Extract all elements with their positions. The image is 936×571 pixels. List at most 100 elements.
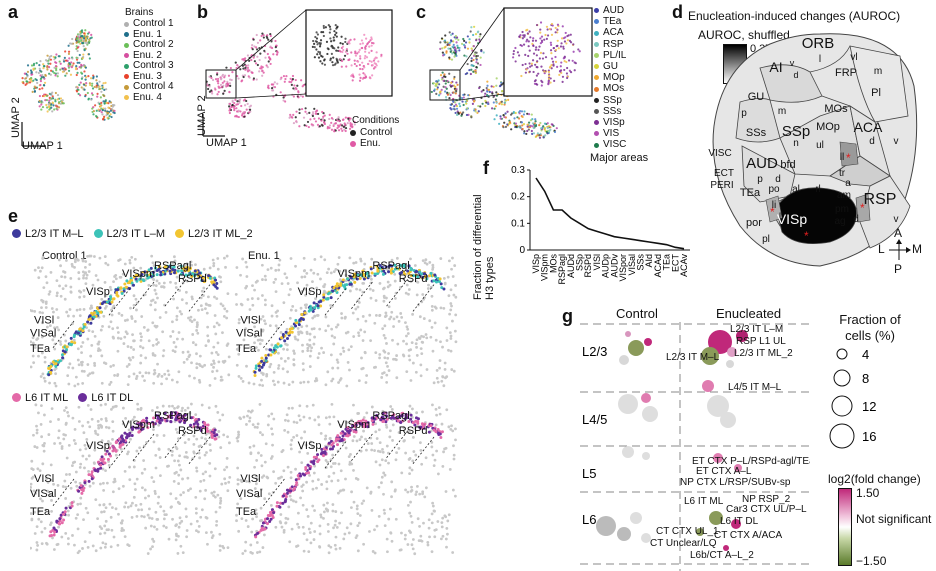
umap-point <box>448 31 451 34</box>
umap-point <box>252 77 256 80</box>
section-dot <box>288 540 292 544</box>
section-dot <box>415 411 419 415</box>
legend-label: ACA <box>603 27 624 39</box>
umap-point <box>67 63 70 66</box>
cell-dot <box>122 439 126 443</box>
cell-dot <box>141 427 145 431</box>
cell-dot <box>127 434 131 438</box>
section-dot <box>41 462 45 466</box>
section-dot <box>235 513 238 517</box>
section-dot <box>250 297 254 300</box>
cell-dot <box>285 337 289 341</box>
umap-point <box>78 94 82 97</box>
umap-point <box>59 68 62 71</box>
umap-point <box>39 74 42 77</box>
section-dot <box>340 511 343 515</box>
umap-point <box>223 80 226 83</box>
section-dot <box>167 373 171 377</box>
section-dot <box>62 437 66 441</box>
section-dot <box>236 439 240 443</box>
section-dot <box>382 471 386 475</box>
zoom-point <box>516 51 519 54</box>
section-dot <box>132 339 136 343</box>
umap-point <box>54 56 57 59</box>
umap-point <box>553 130 557 134</box>
umap-point <box>468 38 471 41</box>
section-dot <box>404 321 407 325</box>
section-dot <box>304 293 307 297</box>
section-dot <box>116 543 120 547</box>
cell-dot <box>409 417 413 421</box>
umap-point <box>48 57 51 60</box>
section-dot <box>264 278 268 282</box>
zoom-point <box>563 60 566 63</box>
umap-point <box>95 109 98 112</box>
section-dot <box>204 488 208 492</box>
section-dot <box>236 435 240 439</box>
cell-dot <box>70 501 74 505</box>
umap-point <box>463 54 466 57</box>
umap-point <box>476 111 479 114</box>
zoom-point <box>335 49 338 52</box>
zoom-point <box>313 42 316 45</box>
section-dot <box>415 490 418 494</box>
section-dot <box>30 365 33 369</box>
section-dot <box>363 262 367 266</box>
umap-point <box>477 110 480 113</box>
cell-dot <box>65 345 69 349</box>
section-dot <box>43 355 47 359</box>
umap-point <box>50 92 53 96</box>
section-dot <box>104 425 108 429</box>
section-dot <box>436 380 440 384</box>
section-dot <box>120 526 124 530</box>
umap-point <box>454 47 457 50</box>
panel-d-letter: d <box>672 2 683 22</box>
section-dot <box>405 334 408 338</box>
section-dot <box>54 384 58 388</box>
cell-dot <box>184 273 188 277</box>
umap-point <box>450 81 453 84</box>
section-dot <box>302 269 306 273</box>
section-dot <box>332 471 336 475</box>
section-dot <box>77 363 81 367</box>
section-dot <box>369 436 373 440</box>
umap-point <box>105 114 108 117</box>
umap-point <box>243 74 247 77</box>
umap-point <box>35 78 38 82</box>
section-dot <box>190 361 193 365</box>
zoom-point <box>316 53 319 56</box>
legend-swatch <box>594 86 599 92</box>
umap-point <box>328 113 331 116</box>
umap-point <box>242 75 245 79</box>
section-dot <box>426 287 430 290</box>
umap-point <box>460 113 464 116</box>
umap-point <box>253 60 256 63</box>
section-dot <box>245 284 249 288</box>
cell-dot <box>52 533 56 537</box>
umap-point <box>353 120 356 123</box>
section-dot <box>195 466 198 470</box>
zoom-point <box>549 81 552 84</box>
section-dot <box>361 315 365 318</box>
section-dot <box>294 500 298 504</box>
umap-point <box>302 116 306 119</box>
section-dot <box>113 374 116 377</box>
umap-point <box>478 38 481 41</box>
section-dot <box>419 347 423 351</box>
section-dot <box>405 370 409 374</box>
umap-point <box>240 114 244 117</box>
section-dot <box>415 293 419 297</box>
area-label: VISp <box>86 440 110 452</box>
section-dot <box>253 465 256 469</box>
umap-point <box>229 84 232 87</box>
section-dot <box>132 348 136 351</box>
section-dot <box>82 276 85 280</box>
section-dot <box>437 406 441 410</box>
section-dot <box>103 255 107 258</box>
zoom-point <box>547 83 550 86</box>
section-dot <box>277 268 281 272</box>
section-dot <box>385 342 388 345</box>
umap-point <box>92 75 95 79</box>
zoom-point <box>544 56 548 59</box>
umap-point <box>102 100 105 103</box>
